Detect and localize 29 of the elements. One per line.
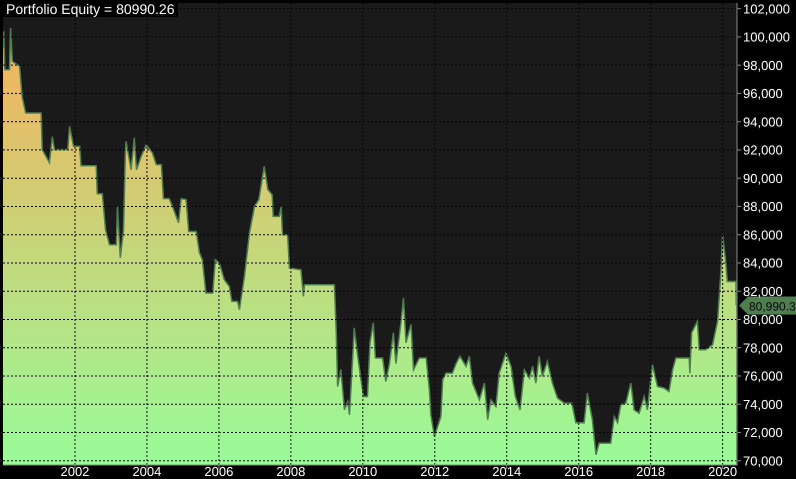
- y-tick-label: 78,000: [743, 340, 783, 356]
- y-tick-label: 90,000: [743, 170, 783, 186]
- y-tick-label: 96,000: [743, 86, 783, 102]
- y-tick-label: 94,000: [743, 114, 783, 130]
- y-tick-label: 100,000: [743, 30, 790, 45]
- y-tick-label: 76,000: [743, 368, 783, 384]
- y-tick-label: 80,000: [743, 312, 783, 328]
- y-tick-label: 102,000: [743, 1, 790, 16]
- y-tick-label: 72,000: [743, 425, 783, 440]
- x-tick-label: 2008: [276, 464, 306, 479]
- chart-title: Portfolio Equity = 80990.26: [3, 1, 178, 17]
- x-tick-label: 2010: [348, 464, 378, 479]
- x-tick-label: 2004: [132, 464, 162, 479]
- y-tick-label: 82,000: [743, 284, 783, 299]
- x-tick-label: 2006: [204, 464, 234, 479]
- x-tick-label: 2018: [636, 464, 666, 479]
- x-tick-label: 2014: [492, 464, 522, 479]
- y-tick-label: 98,000: [743, 58, 783, 73]
- y-tick-label: 88,000: [743, 199, 783, 214]
- y-tick-label: 92,000: [743, 142, 783, 158]
- y-tick-label: 84,000: [743, 256, 783, 271]
- y-tick-label: 86,000: [743, 227, 783, 242]
- x-tick-label: 2012: [420, 464, 450, 479]
- text: 80,990.3: [749, 299, 796, 314]
- x-tick-label: 2020: [708, 464, 738, 479]
- y-tick-label: 74,000: [743, 396, 783, 412]
- x-tick-label: 2002: [60, 464, 90, 479]
- x-tick-label: 2016: [564, 464, 594, 479]
- y-tick-label: 70,000: [743, 453, 783, 468]
